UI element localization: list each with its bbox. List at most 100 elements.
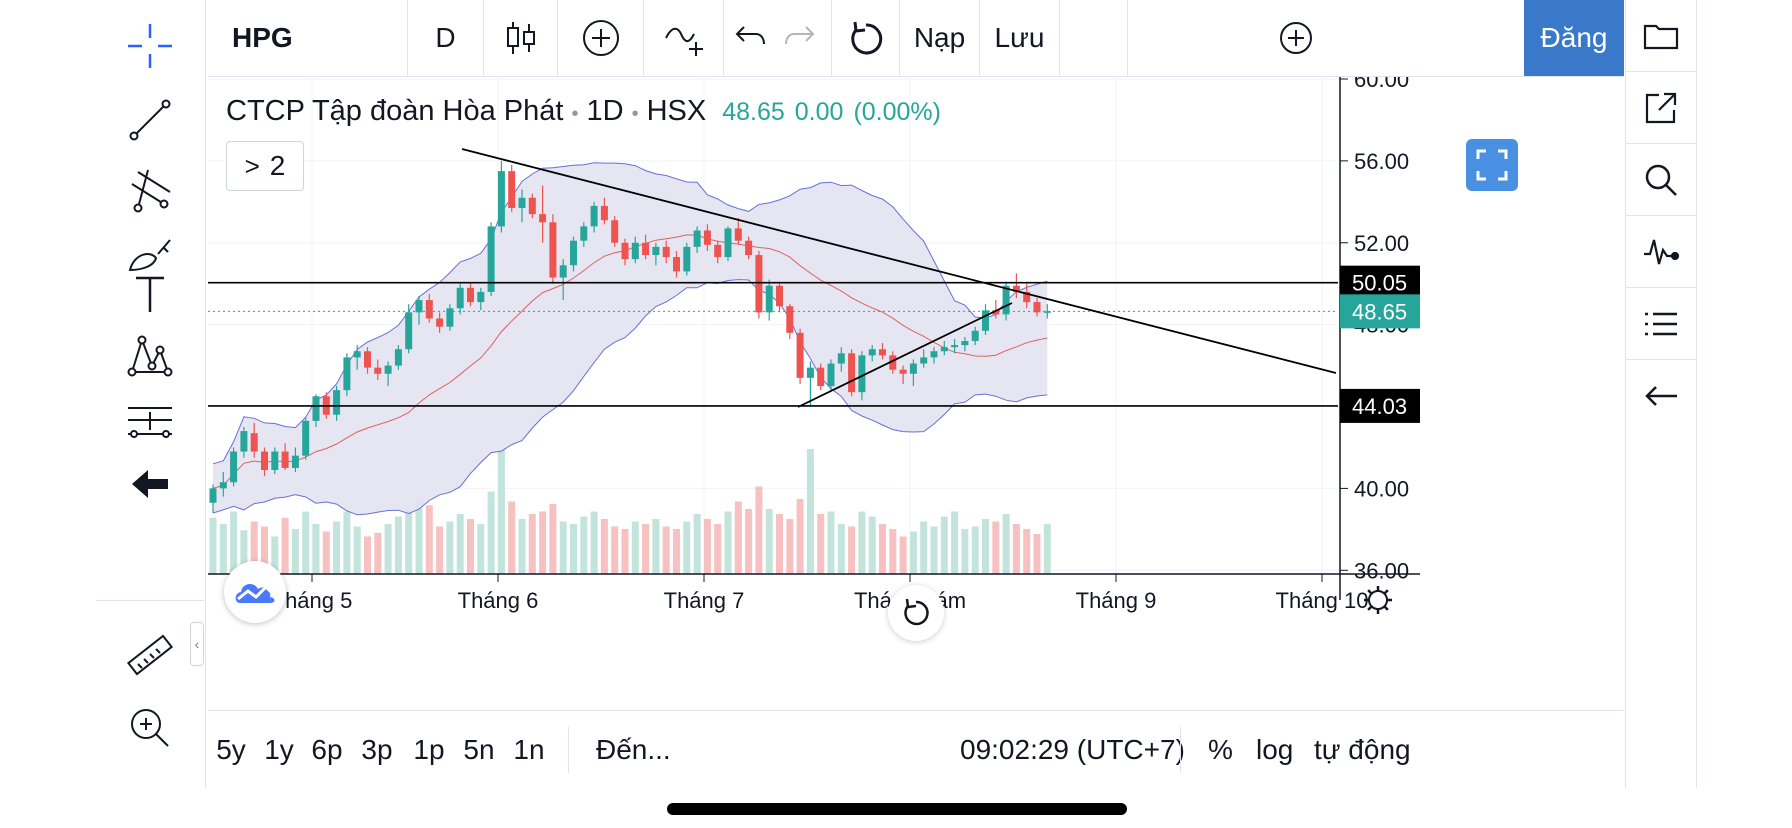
trend-line-tool[interactable]: [96, 90, 204, 150]
chart-type-button[interactable]: [484, 0, 558, 76]
volume-bar: [662, 526, 670, 574]
candle-body: [446, 308, 454, 327]
watchlist-button[interactable]: [1626, 288, 1696, 360]
range-button-5y[interactable]: 5y: [216, 734, 246, 765]
reset-chart-button[interactable]: [888, 585, 944, 641]
save-layout-button[interactable]: Lưu: [980, 0, 1060, 76]
collapse-sidebar-button[interactable]: [1626, 360, 1696, 432]
interval-button[interactable]: D: [408, 0, 484, 76]
plus-circle-icon: [582, 20, 619, 56]
measure-tool[interactable]: [96, 392, 204, 452]
candle-body: [992, 310, 1000, 315]
volume-bar: [271, 536, 279, 574]
volume-bar: [642, 524, 650, 574]
candle-body: [467, 287, 474, 303]
volume-bar: [425, 505, 433, 574]
range-button-6p[interactable]: 6p: [311, 734, 343, 765]
zoom-in-tool[interactable]: [96, 698, 204, 758]
volume-bar: [209, 517, 217, 574]
candle-body: [508, 171, 516, 208]
gear-tooth: [1367, 589, 1373, 595]
candle-body: [920, 357, 928, 364]
candle-body: [899, 369, 907, 374]
support-price-tag-background: [1340, 388, 1420, 423]
arrow-left-icon: [1645, 386, 1677, 406]
candle-body: [312, 396, 320, 421]
tradingview-logo[interactable]: [224, 561, 286, 623]
load-layout-button[interactable]: Nạp: [900, 0, 980, 76]
volume-bar: [333, 521, 341, 574]
volume-bar: [250, 521, 258, 574]
compare-button[interactable]: [558, 0, 644, 76]
crosshair-tool[interactable]: [96, 16, 204, 76]
chevron-right-icon: >: [244, 150, 260, 181]
candle-body: [703, 230, 711, 245]
toolbar-divider: [96, 600, 204, 601]
volume-bar: [837, 524, 845, 574]
indicators-button[interactable]: [644, 0, 724, 76]
candle-body: [673, 257, 680, 272]
settings-gear-icon[interactable]: [1364, 586, 1392, 614]
legend-interval: 1D: [586, 95, 624, 127]
plus-circle-icon: [1280, 22, 1312, 54]
gear-ring: [1368, 590, 1388, 610]
range-button-1p[interactable]: 1p: [413, 734, 445, 765]
volume-bar: [930, 526, 938, 574]
refresh-button[interactable]: [832, 0, 900, 76]
candle-body: [240, 431, 248, 452]
timezone-clock[interactable]: 09:02:29 (UTC+7): [960, 734, 1185, 765]
text-tool[interactable]: [96, 264, 204, 324]
log-scale-toggle[interactable]: log: [1256, 734, 1294, 765]
external-link-icon: [1645, 92, 1677, 123]
open-layout-button[interactable]: [1626, 0, 1696, 72]
percent-scale-toggle[interactable]: %: [1208, 734, 1233, 765]
drawings: [208, 148, 1338, 408]
candle-body: [302, 420, 310, 456]
open-new-window-button[interactable]: [1626, 72, 1696, 144]
fullscreen-button[interactable]: [1466, 139, 1518, 191]
last-price-tag-background: [1340, 294, 1420, 329]
range-button-5n[interactable]: 5n: [463, 734, 495, 765]
publish-button[interactable]: Đăng: [1524, 0, 1624, 76]
toolbar-collapse-handle[interactable]: ‹: [190, 622, 204, 666]
range-button-3p[interactable]: 3p: [361, 734, 393, 765]
volume-bar: [405, 509, 413, 574]
indicators-toggle-button[interactable]: >2: [226, 141, 304, 191]
volume-bar: [456, 514, 464, 574]
candle-body: [353, 351, 361, 358]
undo-button[interactable]: [724, 0, 772, 76]
auto-scale-toggle[interactable]: tự động: [1314, 734, 1411, 765]
redo-button[interactable]: [772, 0, 832, 76]
range-button-1y[interactable]: 1y: [264, 734, 294, 765]
candle-body: [765, 285, 773, 313]
gear-tooth: [1367, 605, 1373, 611]
moving-average-line: [212, 234, 1048, 489]
candle-body: [755, 255, 763, 313]
volume-bar: [539, 511, 547, 574]
pattern-tool[interactable]: [96, 326, 204, 386]
hide-drawings-tool[interactable]: [96, 454, 204, 514]
search-icon: [1645, 164, 1677, 196]
volume-bar: [858, 511, 866, 574]
goto-date-button[interactable]: Đến...: [596, 734, 671, 765]
alerts-button[interactable]: [1626, 216, 1696, 288]
fib-tool[interactable]: [96, 160, 204, 220]
volume-bar: [755, 486, 763, 574]
volume-bar: [508, 501, 516, 574]
candle-body: [1012, 285, 1020, 292]
volume-bar: [353, 526, 361, 574]
volume-bar: [322, 531, 330, 574]
candle-body: [343, 357, 351, 391]
volume-bar: [868, 516, 876, 574]
brush-tool[interactable]: [96, 226, 204, 286]
ruler-tool[interactable]: [96, 626, 204, 686]
add-chart-button[interactable]: [1260, 0, 1332, 76]
symbol-search-button[interactable]: HPG: [208, 0, 408, 76]
volume-bar: [817, 514, 825, 574]
range-button-1n[interactable]: 1n: [513, 734, 545, 765]
candle-body: [889, 355, 897, 370]
search-button[interactable]: [1626, 144, 1696, 216]
price-axis-label: 36.00: [1354, 558, 1409, 583]
chart-pane[interactable]: 60.0056.0052.0048.0040.0036.0050.0548.65…: [208, 77, 1624, 710]
volume-bar: [621, 529, 629, 574]
